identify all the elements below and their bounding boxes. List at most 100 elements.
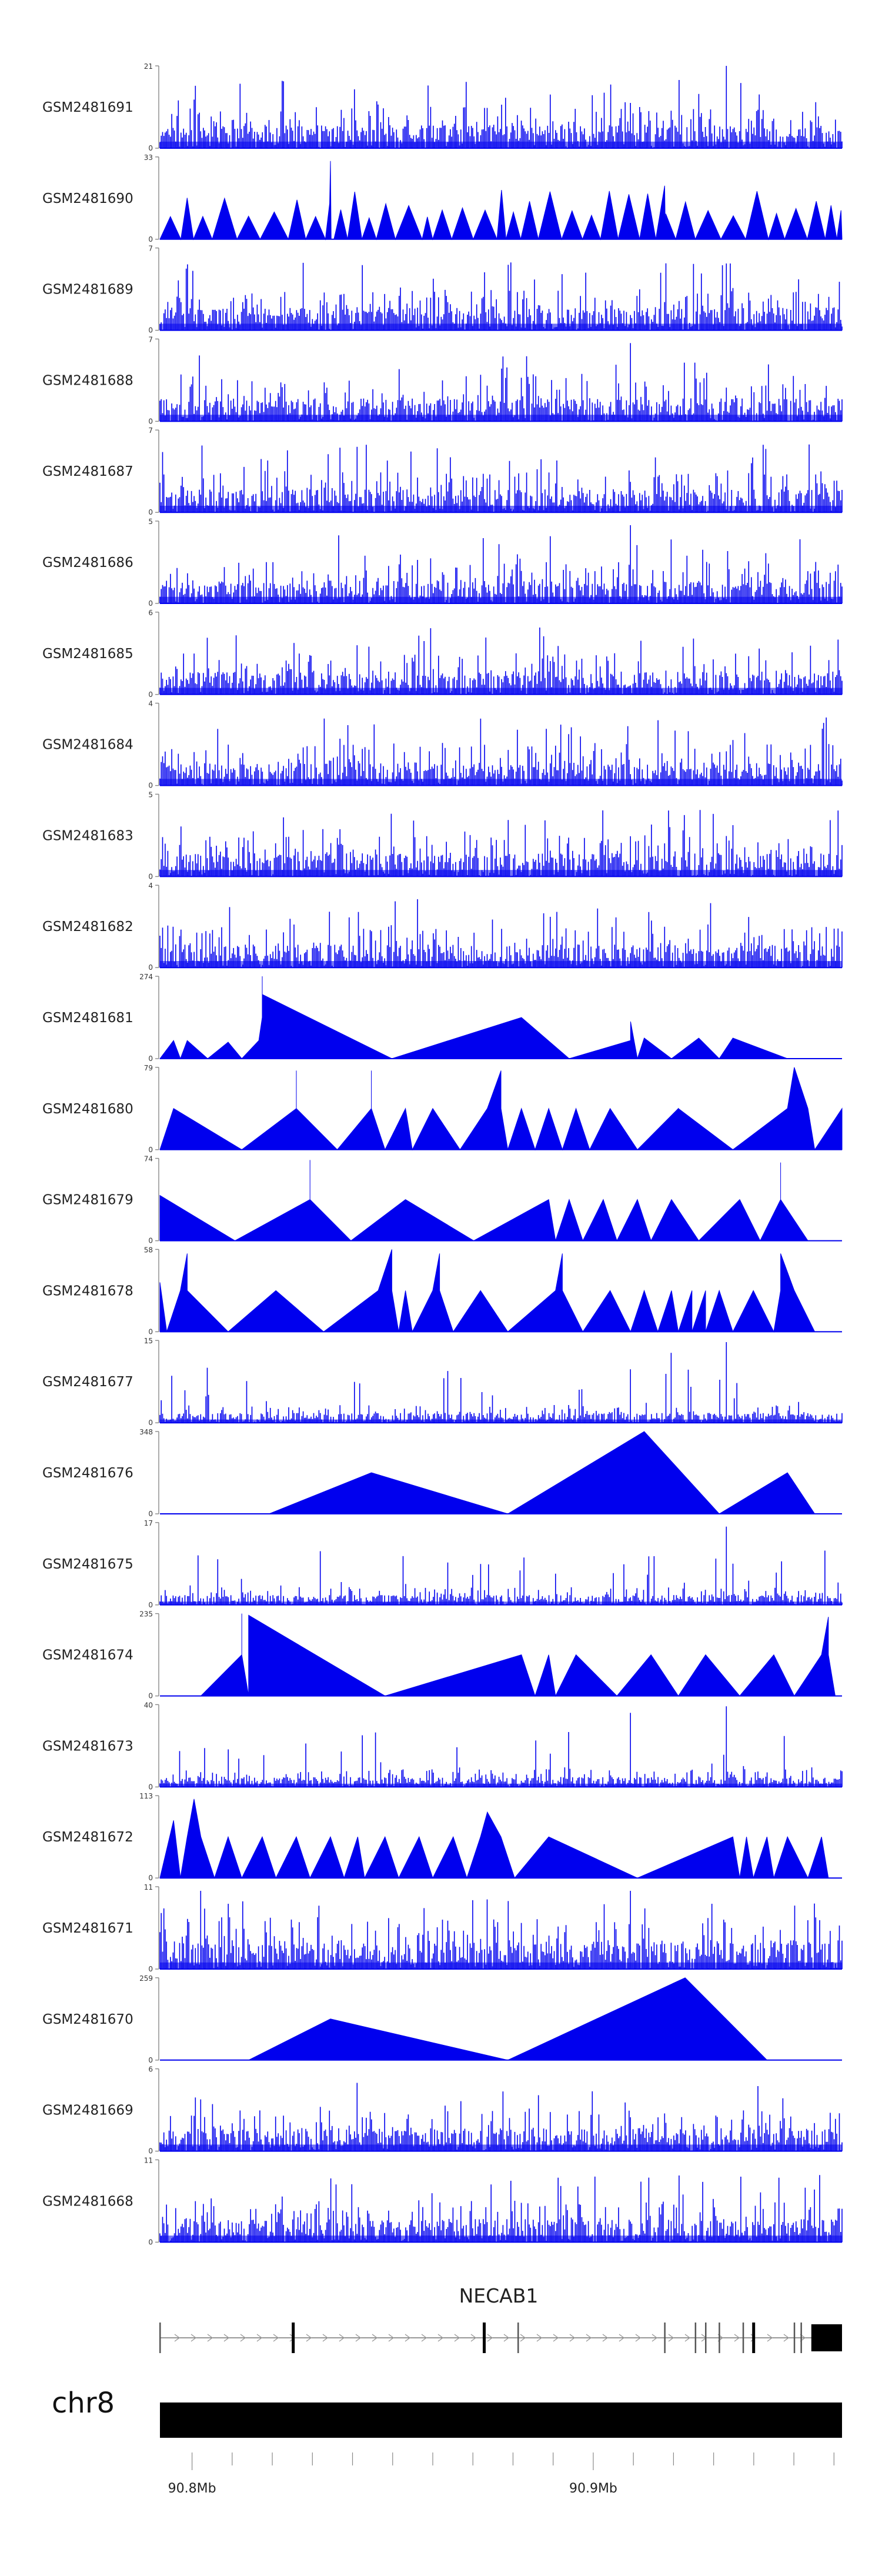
y-tick-label-zero: 0 (148, 2238, 153, 2246)
track-GSM2481677: GSM2481677 15 0 (42, 1337, 843, 1427)
coverage-floor (160, 141, 842, 148)
coverage-floor (160, 688, 842, 695)
track-label: GSM2481684 (42, 738, 133, 753)
track-GSM2481683: GSM2481683 5 0 (42, 790, 843, 880)
y-tick-label-max: 113 (139, 1792, 153, 1800)
strand-arrow (520, 2334, 526, 2342)
track-label: GSM2481680 (42, 1102, 133, 1117)
chromosome-label: chr8 (52, 2387, 115, 2420)
strand-arrow (586, 2334, 592, 2342)
coverage-bars (159, 1706, 843, 1787)
strand-arrow (355, 2334, 362, 2342)
strand-arrow (684, 2334, 691, 2342)
coverage-bars (159, 1526, 843, 1605)
coverage-bars (159, 343, 843, 422)
y-tick-label-zero: 0 (148, 1783, 153, 1791)
strand-arrow (767, 2334, 773, 2342)
strand-arrow (503, 2334, 510, 2342)
track-label: GSM2481676 (42, 1466, 133, 1481)
track-label: GSM2481686 (42, 555, 133, 570)
track-GSM2481684: GSM2481684 4 0 (42, 700, 843, 790)
coverage-bars (159, 444, 843, 513)
y-tick-label-max: 33 (144, 154, 153, 162)
coverage-floor (160, 1962, 842, 1969)
y-tick-label-zero: 0 (148, 1419, 153, 1427)
gene-exon (664, 2323, 666, 2353)
coverage-area (269, 1431, 816, 1514)
y-tick-label-max: 6 (148, 2066, 153, 2074)
track-GSM2481691: GSM2481691 21 0 (42, 62, 843, 152)
coverage-bars (159, 2083, 843, 2151)
track-GSM2481681: GSM2481681 274 0 (42, 973, 842, 1063)
y-tick-label-zero: 0 (148, 1965, 153, 1973)
gene-exon (752, 2323, 756, 2353)
coverage-floor (160, 506, 842, 513)
y-tick-label-max: 5 (148, 518, 153, 526)
track-label: GSM2481669 (42, 2103, 133, 2118)
gene-name-label: NECAB1 (459, 2284, 539, 2307)
strand-arrow (306, 2334, 312, 2342)
y-tick-label-max: 40 (144, 1701, 153, 1709)
coverage-bars (159, 810, 843, 877)
y-tick-label-zero: 0 (148, 963, 153, 972)
y-tick-label-zero: 0 (148, 1327, 153, 1336)
track-GSM2481673: GSM2481673 40 0 (42, 1701, 843, 1791)
coverage-area (248, 1977, 768, 2061)
track-GSM2481674: GSM2481674 235 0 (42, 1610, 842, 1700)
coverage-area (159, 161, 843, 241)
coverage-floor (160, 415, 842, 422)
coverage-area (159, 1067, 843, 1151)
y-tick-label-zero: 0 (148, 1237, 153, 1245)
y-tick-label-zero: 0 (148, 2056, 153, 2064)
strand-arrow (619, 2334, 625, 2342)
y-tick-label-max: 17 (144, 1519, 153, 1527)
track-GSM2481685: GSM2481685 6 0 (42, 609, 843, 699)
strand-arrow (207, 2334, 213, 2342)
track-label: GSM2481678 (42, 1283, 133, 1299)
strand-arrow (652, 2334, 658, 2342)
chromosome-bar (160, 2403, 842, 2438)
gene-exon (292, 2323, 295, 2353)
coverage-floor (160, 1419, 842, 1423)
strand-arrow (372, 2334, 378, 2342)
y-tick-label-max: 7 (148, 426, 153, 435)
y-tick-label-max: 58 (144, 1246, 153, 1254)
genome-axis: 90.8Mb 90.9Mb (168, 2452, 834, 2496)
track-GSM2481680: GSM2481680 79 0 (42, 1064, 843, 1154)
strand-arrow (405, 2334, 411, 2342)
y-tick-label-max: 259 (139, 1974, 153, 1983)
track-GSM2481682: GSM2481682 4 0 (42, 882, 843, 972)
gene-exon (742, 2323, 744, 2353)
strand-arrow (174, 2334, 181, 2342)
y-tick-label-max: 74 (144, 1155, 153, 1163)
strand-arrow (421, 2334, 427, 2342)
track-label: GSM2481675 (42, 1557, 133, 1572)
coverage-floor (160, 961, 842, 968)
y-tick-label-zero: 0 (148, 1601, 153, 1609)
strand-arrow (454, 2334, 460, 2342)
track-label: GSM2481683 (42, 828, 133, 843)
track-label: GSM2481679 (42, 1193, 133, 1208)
track-label: GSM2481690 (42, 191, 133, 206)
track-label: GSM2481673 (42, 1739, 133, 1754)
coverage-bars (159, 899, 843, 968)
strand-arrow (602, 2334, 609, 2342)
strand-arrow (437, 2334, 444, 2342)
y-tick-label-zero: 0 (148, 690, 153, 699)
track-label: GSM2481687 (42, 464, 133, 479)
strand-arrow (240, 2334, 246, 2342)
track-GSM2481688: GSM2481688 7 0 (42, 335, 843, 425)
track-label: GSM2481688 (42, 373, 133, 388)
track-GSM2481668: GSM2481668 11 0 (42, 2156, 843, 2246)
track-label: GSM2481677 (42, 1374, 133, 1390)
track-GSM2481689: GSM2481689 7 0 (42, 245, 843, 335)
coverage-bars (159, 1891, 843, 1969)
y-tick-label-max: 4 (148, 882, 153, 890)
coverage-floor (160, 1601, 842, 1605)
strand-arrow (668, 2334, 674, 2342)
y-tick-label-zero: 0 (148, 235, 153, 243)
y-tick-label-zero: 0 (148, 1055, 153, 1063)
coverage-floor (160, 779, 842, 786)
coverage-floor (160, 1783, 842, 1787)
track-label: GSM2481672 (42, 1830, 133, 1845)
